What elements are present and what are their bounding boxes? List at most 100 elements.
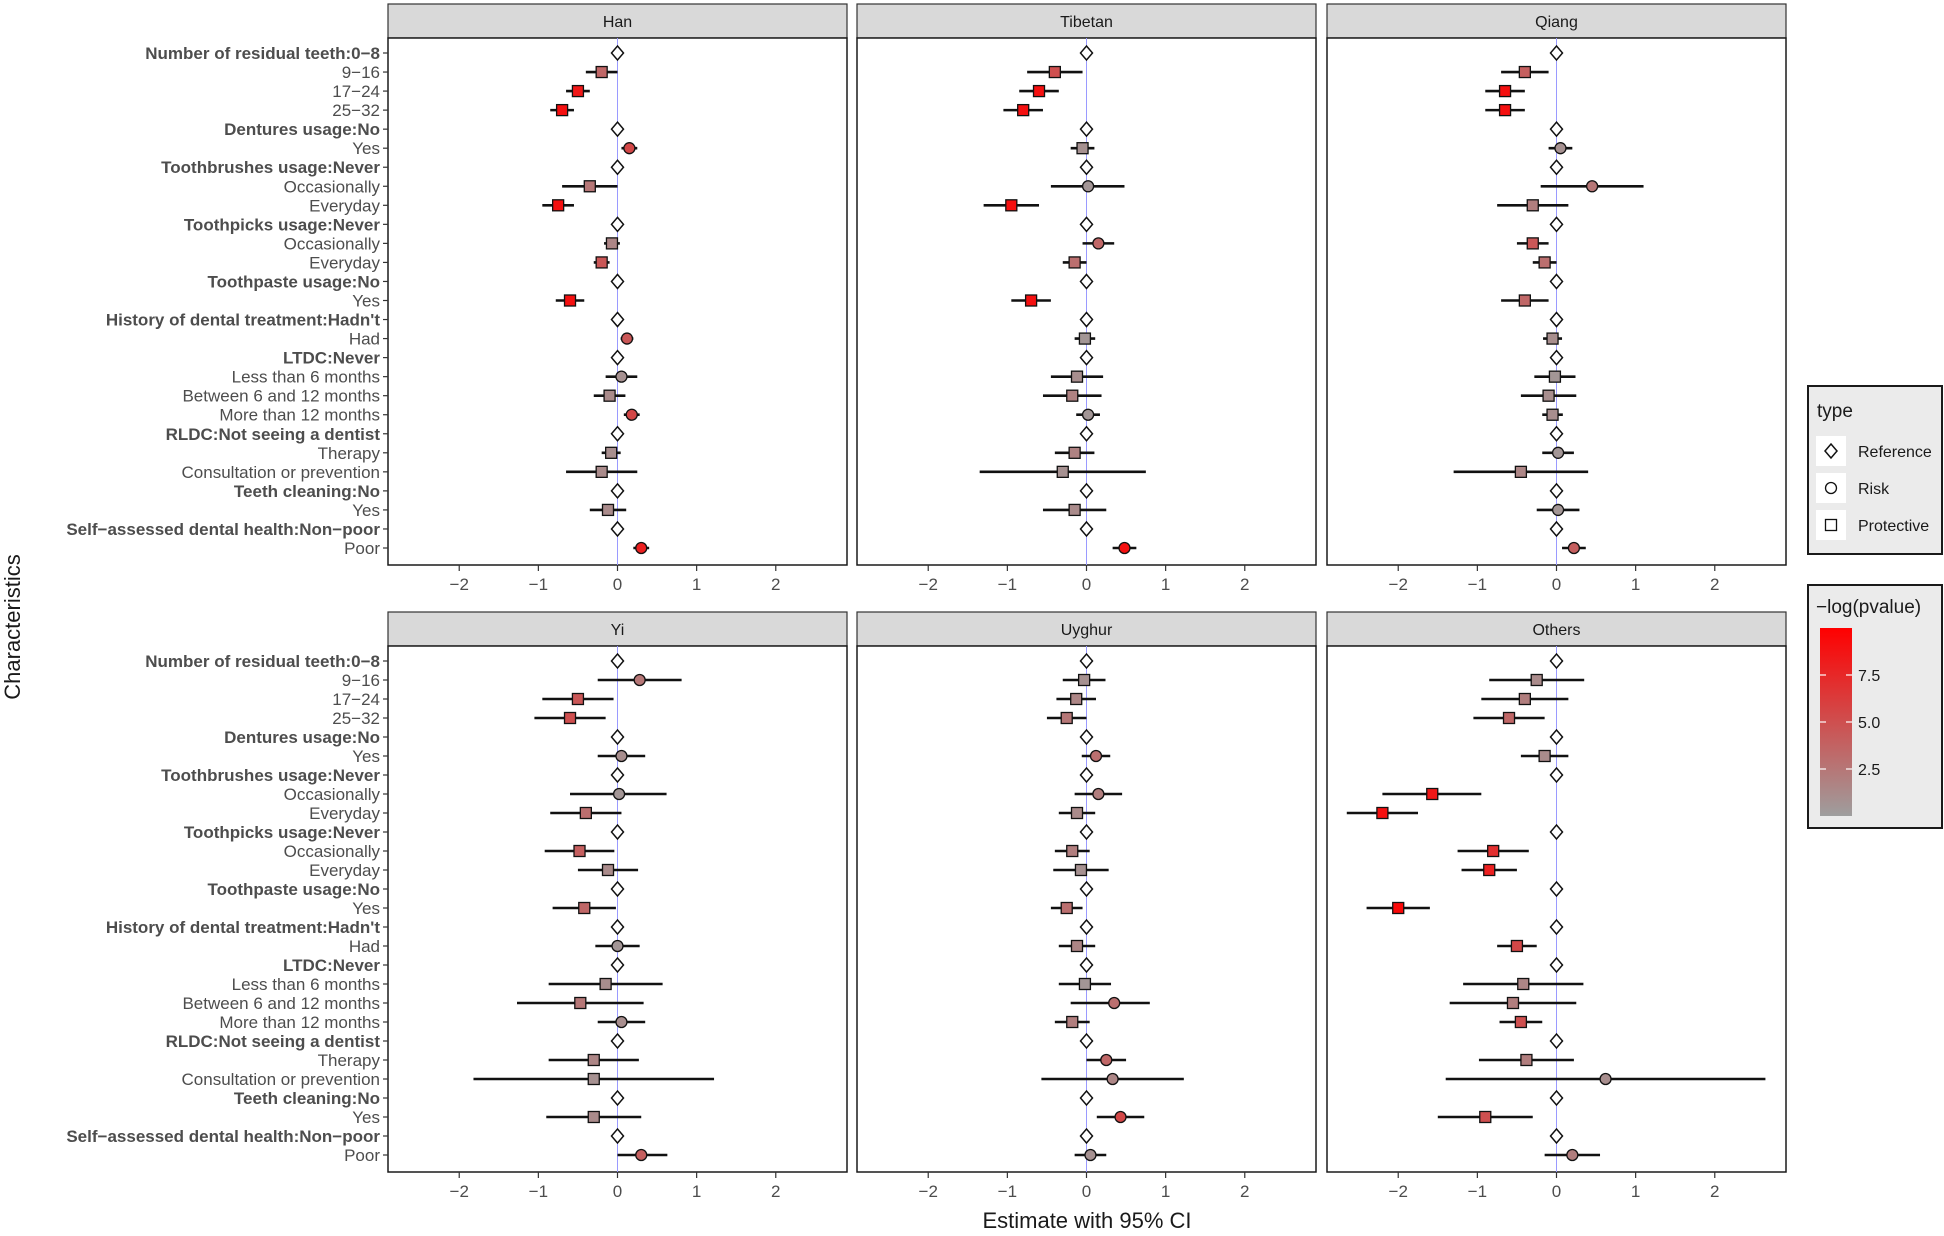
estimate-marker-risk	[635, 541, 648, 555]
estimate-marker-protective	[579, 806, 592, 820]
row-label: Dentures usage:No	[224, 728, 380, 747]
x-tick-label: −1	[998, 575, 1017, 594]
row-label: Between 6 and 12 months	[182, 387, 380, 406]
estimate-marker-reference	[1549, 823, 1564, 841]
estimate-marker-reference	[1549, 766, 1564, 784]
estimate-marker-reference	[610, 311, 625, 328]
x-tick-label: 1	[692, 575, 701, 594]
estimate-marker-protective	[1056, 465, 1069, 478]
panel-title: Qiang	[1535, 14, 1578, 31]
estimate-marker-risk	[1566, 1148, 1579, 1162]
estimate-marker-risk	[620, 332, 634, 345]
estimate-marker-protective	[1530, 673, 1543, 687]
estimate-marker-reference	[1079, 216, 1094, 233]
estimate-marker-protective	[1068, 256, 1081, 269]
estimate-marker-protective	[555, 103, 569, 117]
estimate-marker-protective	[1066, 844, 1079, 858]
estimate-marker-reference	[1549, 121, 1564, 138]
estimate-marker-reference	[1079, 159, 1094, 176]
row-label: Yes	[352, 899, 380, 918]
estimate-marker-risk	[1081, 408, 1095, 421]
row-label: 25−32	[332, 709, 380, 728]
row-label: Self−assessed dental health:Non−poor	[66, 1127, 380, 1146]
panel-qiang: Qiang −2 −1 0 1 2	[1326, 3, 1787, 594]
estimate-marker-protective	[1526, 237, 1539, 250]
estimate-marker-reference	[1549, 880, 1564, 898]
estimate-marker-protective	[1426, 787, 1439, 801]
estimate-marker-protective	[1538, 256, 1551, 269]
estimate-marker-reference	[1079, 273, 1094, 290]
row-label: Consultation or prevention	[182, 1070, 380, 1089]
row-label: More than 12 months	[219, 406, 380, 425]
estimate-marker-protective	[1070, 370, 1084, 383]
estimate-marker-reference	[1549, 273, 1564, 290]
legend-type: type Reference Risk Protective	[1807, 385, 1943, 555]
estimate-marker-reference	[1079, 44, 1094, 62]
x-tick-label: 1	[692, 1182, 701, 1201]
row-label: Between 6 and 12 months	[182, 994, 380, 1013]
estimate-marker-reference	[1549, 482, 1564, 500]
color-tick-label: 5.0	[1858, 715, 1880, 732]
estimate-marker-protective	[1066, 389, 1079, 402]
estimate-marker-reference	[1549, 44, 1564, 62]
row-label: Yes	[352, 1108, 380, 1127]
x-tick-label: 1	[1161, 575, 1170, 594]
row-label: Occasionally	[284, 234, 381, 253]
row-label: Teeth cleaning:No	[234, 482, 380, 501]
row-label: LTDC:Never	[283, 349, 380, 368]
estimate-marker-reference	[610, 1032, 625, 1050]
estimate-marker-protective	[1538, 749, 1551, 763]
legend-entry-label: Risk	[1858, 481, 1890, 498]
estimate-marker-protective	[1514, 465, 1528, 478]
estimate-marker-protective	[1483, 863, 1496, 877]
legend-color: −log(pvalue) 2.5 5.0 7.5	[1807, 584, 1943, 829]
estimate-marker-protective	[1526, 199, 1539, 212]
x-tick-label: −2	[919, 1182, 938, 1201]
x-tick-label: 2	[1240, 575, 1249, 594]
estimate-marker-risk	[1100, 1053, 1113, 1067]
legend-square-icon	[1824, 518, 1838, 532]
estimate-marker-protective	[1032, 84, 1046, 98]
estimate-marker-risk	[1114, 1110, 1127, 1124]
x-tick-label: 0	[1082, 1182, 1091, 1201]
row-label: Occasionally	[284, 177, 381, 196]
estimate-marker-protective	[1518, 65, 1531, 79]
estimate-marker-reference	[1079, 1032, 1094, 1050]
estimate-marker-reference	[1549, 216, 1564, 233]
estimate-marker-reference	[1549, 1089, 1564, 1107]
estimate-marker-protective	[1506, 996, 1520, 1010]
legend-type-title: type	[1817, 401, 1853, 422]
panel-strip	[387, 611, 848, 647]
estimate-marker-risk	[1092, 787, 1105, 801]
estimate-marker-reference	[1079, 823, 1094, 841]
estimate-marker-risk	[1084, 1148, 1097, 1162]
legend-entry-label: Protective	[1858, 518, 1929, 535]
row-label: Everyday	[309, 861, 380, 880]
row-label: Toothbrushes usage:Never	[161, 158, 380, 177]
estimate-marker-protective	[574, 996, 587, 1010]
x-tick-label: 2	[1710, 575, 1719, 594]
estimate-marker-protective	[1479, 1110, 1492, 1124]
estimate-marker-reference	[610, 766, 625, 784]
estimate-marker-risk	[1599, 1072, 1612, 1086]
estimate-marker-reference	[1079, 956, 1094, 974]
estimate-marker-protective	[551, 199, 565, 212]
estimate-marker-protective	[1070, 692, 1083, 706]
estimate-marker-reference	[1549, 159, 1564, 176]
estimate-marker-protective	[1024, 294, 1038, 307]
estimate-marker-risk	[1551, 503, 1565, 517]
estimate-marker-risk	[1092, 237, 1105, 250]
estimate-marker-protective	[1542, 389, 1555, 402]
panel-title: Yi	[611, 622, 625, 639]
row-label: 25−32	[332, 101, 380, 120]
estimate-marker-reference	[610, 349, 625, 366]
estimate-marker-protective	[1070, 806, 1084, 820]
color-tick-label: 7.5	[1858, 668, 1880, 685]
row-label: Poor	[344, 539, 380, 558]
estimate-marker-reference	[610, 159, 625, 176]
x-tick-label: 0	[1082, 575, 1091, 594]
row-label: Self−assessed dental health:Non−poor	[66, 520, 380, 539]
row-label: Toothpicks usage:Never	[184, 823, 381, 842]
panel-title: Tibetan	[1060, 14, 1113, 31]
estimate-marker-reference	[610, 652, 625, 670]
